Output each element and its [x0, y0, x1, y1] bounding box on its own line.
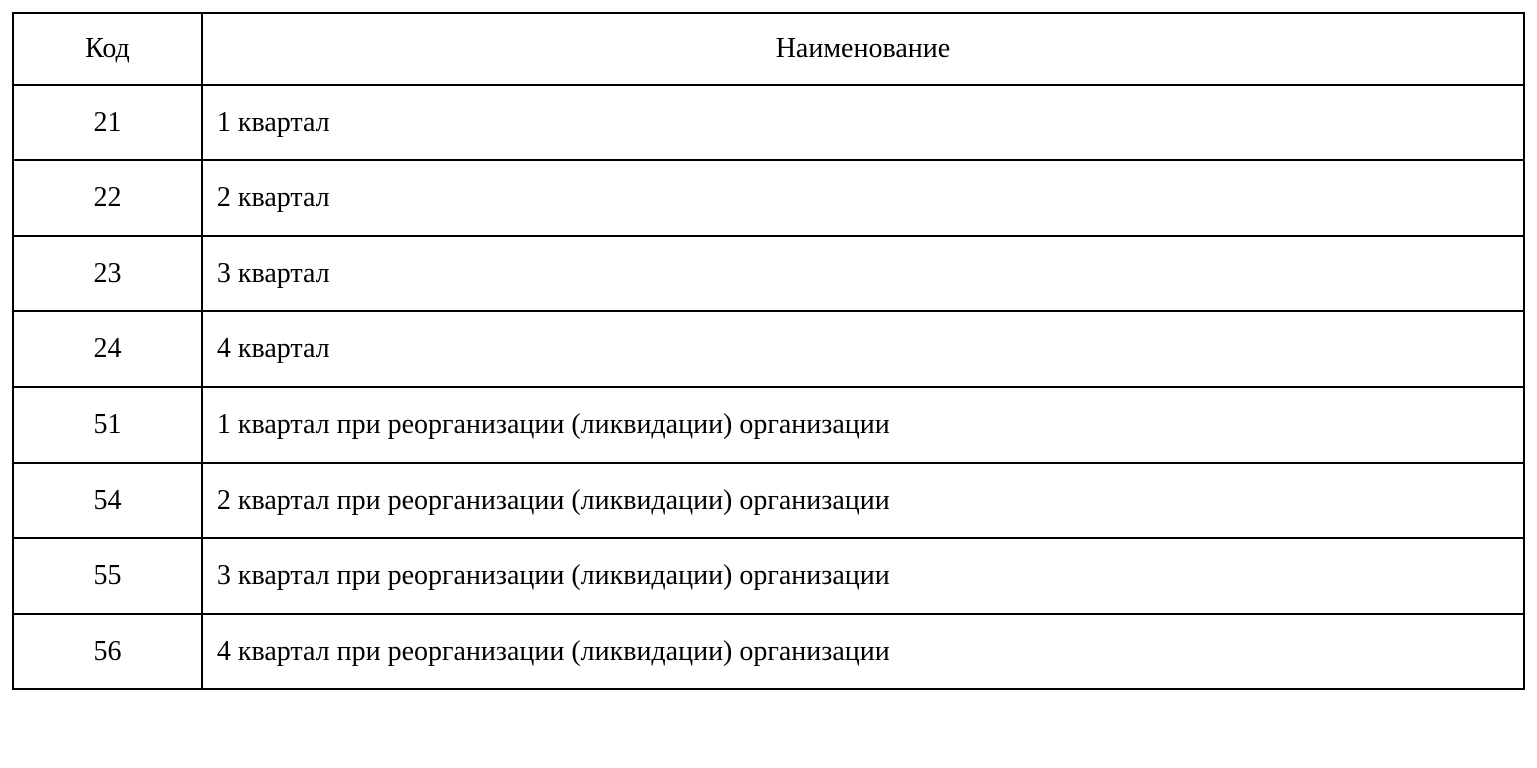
cell-code: 23: [13, 236, 202, 312]
table-row: 21 1 квартал: [13, 85, 1524, 161]
cell-code: 22: [13, 160, 202, 236]
table-row: 23 3 квартал: [13, 236, 1524, 312]
header-code: Код: [13, 13, 202, 85]
table-header-row: Код Наименование: [13, 13, 1524, 85]
cell-code: 56: [13, 614, 202, 690]
cell-name: 2 квартал при реорганизации (ликвидации)…: [202, 463, 1524, 539]
codes-table: Код Наименование 21 1 квартал 22 2 кварт…: [12, 12, 1525, 690]
table-row: 22 2 квартал: [13, 160, 1524, 236]
cell-name: 3 квартал: [202, 236, 1524, 312]
cell-name: 2 квартал: [202, 160, 1524, 236]
cell-name: 1 квартал: [202, 85, 1524, 161]
cell-code: 24: [13, 311, 202, 387]
cell-code: 55: [13, 538, 202, 614]
cell-name: 3 квартал при реорганизации (ликвидации)…: [202, 538, 1524, 614]
cell-name: 4 квартал: [202, 311, 1524, 387]
cell-code: 21: [13, 85, 202, 161]
cell-name: 4 квартал при реорганизации (ликвидации)…: [202, 614, 1524, 690]
table-row: 54 2 квартал при реорганизации (ликвидац…: [13, 463, 1524, 539]
table-row: 56 4 квартал при реорганизации (ликвидац…: [13, 614, 1524, 690]
cell-code: 54: [13, 463, 202, 539]
cell-code: 51: [13, 387, 202, 463]
header-name: Наименование: [202, 13, 1524, 85]
cell-name: 1 квартал при реорганизации (ликвидации)…: [202, 387, 1524, 463]
table-row: 55 3 квартал при реорганизации (ликвидац…: [13, 538, 1524, 614]
table-row: 51 1 квартал при реорганизации (ликвидац…: [13, 387, 1524, 463]
table-row: 24 4 квартал: [13, 311, 1524, 387]
